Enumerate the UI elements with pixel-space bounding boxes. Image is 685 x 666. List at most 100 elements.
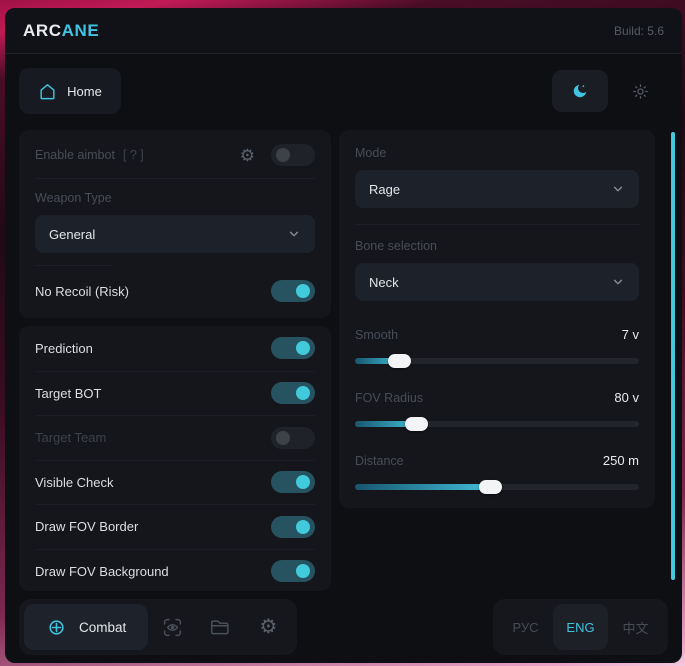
chevron-down-icon xyxy=(611,182,625,196)
toggle-row-draw-fov-border: Draw FOV Border xyxy=(35,504,315,549)
sun-icon xyxy=(632,83,649,100)
toggle-row-visible-check: Visible Check xyxy=(35,459,315,505)
brand-accent: ANE xyxy=(61,20,100,40)
toggle-knob xyxy=(296,475,310,490)
weapon-type-select[interactable]: General xyxy=(35,215,315,253)
help-hint[interactable]: [ ? ] xyxy=(122,148,144,162)
distance-slider-head: Distance 250 m xyxy=(355,453,639,468)
target-team-toggle[interactable] xyxy=(271,426,315,449)
toggle-label: Target BOT xyxy=(35,385,102,401)
theme-switcher xyxy=(552,70,668,112)
gear-icon: ⚙ xyxy=(259,616,278,638)
visible-check-toggle[interactable] xyxy=(271,471,315,494)
slider-knob[interactable] xyxy=(479,480,503,494)
target-bot-toggle[interactable] xyxy=(271,382,315,405)
light-theme-button[interactable] xyxy=(612,70,668,112)
vertical-scrollbar[interactable] xyxy=(671,132,675,580)
enable-aimbot-label-group: Enable aimbot [ ? ] xyxy=(35,146,144,164)
folder-icon xyxy=(210,617,231,638)
divider xyxy=(35,178,315,179)
toggle-label: Draw FOV Border xyxy=(35,519,139,535)
footer-bar: Combat ⚙ РУС ENG 中文 xyxy=(19,599,668,655)
distance-slider-group: Distance 250 m xyxy=(355,453,639,494)
gear-icon[interactable]: ⚙ xyxy=(239,145,255,165)
lang-eng-button[interactable]: ENG xyxy=(553,604,608,650)
no-recoil-toggle[interactable] xyxy=(271,280,315,302)
bone-selection-value: Neck xyxy=(369,274,399,290)
prediction-toggle[interactable] xyxy=(271,337,315,360)
distance-value: 250 m xyxy=(602,453,639,468)
draw-fov-background-toggle[interactable] xyxy=(271,560,315,583)
enable-aimbot-row: Enable aimbot [ ? ] ⚙ xyxy=(35,144,315,166)
brand-primary: ARC xyxy=(23,20,62,40)
mode-select[interactable]: Rage xyxy=(355,170,639,208)
smooth-label: Smooth xyxy=(355,327,399,342)
aimbot-card: Enable aimbot [ ? ] ⚙ Weapon Type General xyxy=(19,130,331,318)
toggle-label: Prediction xyxy=(35,340,93,356)
toggle-knob xyxy=(296,341,310,356)
app-window: ARCANE Build: 5.6 Home xyxy=(5,8,682,663)
fov-radius-value: 80 v xyxy=(614,390,639,405)
enable-aimbot-controls: ⚙ xyxy=(240,144,315,166)
app-logo: ARCANE xyxy=(23,21,99,41)
toggle-row-target-bot: Target BOT xyxy=(35,370,315,416)
enable-aimbot-toggle[interactable] xyxy=(271,144,315,166)
moon-icon xyxy=(571,82,589,100)
crosshair-icon xyxy=(46,617,67,638)
language-switcher: РУС ENG 中文 xyxy=(493,599,668,655)
draw-fov-border-toggle[interactable] xyxy=(271,515,315,538)
divider xyxy=(35,265,113,266)
bone-selection-select[interactable]: Neck xyxy=(355,263,639,301)
weapon-type-value: General xyxy=(49,226,96,242)
toggle-label: Visible Check xyxy=(35,474,114,490)
weapon-type-label: Weapon Type xyxy=(35,191,112,205)
smooth-slider[interactable] xyxy=(355,354,639,368)
smooth-value: 7 v xyxy=(621,327,639,342)
right-column: Mode Rage Bone selection Neck xyxy=(339,130,655,508)
slider-fill xyxy=(355,480,503,494)
nav-row: Home xyxy=(5,54,682,126)
slider-knob[interactable] xyxy=(388,354,412,368)
left-column: Enable aimbot [ ? ] ⚙ Weapon Type General xyxy=(19,130,331,591)
tab-configs[interactable] xyxy=(196,604,244,650)
home-button-label: Home xyxy=(67,83,102,99)
fov-radius-label: FOV Radius xyxy=(355,390,424,405)
toggle-label: Draw FOV Background xyxy=(35,563,169,579)
no-recoil-label: No Recoil (Risk) xyxy=(35,283,129,299)
fov-radius-slider[interactable] xyxy=(355,417,639,431)
dark-theme-button[interactable] xyxy=(552,70,608,112)
toggle-knob xyxy=(296,386,310,401)
chevron-down-icon xyxy=(611,275,625,289)
smooth-slider-group: Smooth 7 v xyxy=(355,327,639,368)
toggle-knob xyxy=(296,284,310,298)
toggle-row-target-team: Target Team xyxy=(35,415,315,460)
toggle-knob xyxy=(276,148,290,162)
fov-radius-slider-group: FOV Radius 80 v xyxy=(355,390,639,431)
title-bar: ARCANE Build: 5.6 xyxy=(5,8,682,54)
tab-combat-label: Combat xyxy=(79,619,127,635)
targeting-card: Mode Rage Bone selection Neck xyxy=(339,130,655,508)
tab-settings[interactable]: ⚙ xyxy=(244,604,292,650)
mode-label: Mode xyxy=(355,146,387,160)
slider-fill xyxy=(355,417,429,431)
distance-slider[interactable] xyxy=(355,480,639,494)
bone-selection-label: Bone selection xyxy=(355,239,438,253)
home-button[interactable]: Home xyxy=(19,68,121,114)
build-version: Build: 5.6 xyxy=(613,23,664,38)
distance-label: Distance xyxy=(355,453,404,468)
fov-radius-slider-head: FOV Radius 80 v xyxy=(355,390,639,405)
tab-combat[interactable]: Combat xyxy=(24,604,149,650)
toggle-knob xyxy=(276,430,290,445)
mode-value: Rage xyxy=(369,181,401,197)
slider-knob[interactable] xyxy=(405,417,429,431)
enable-aimbot-label: Enable aimbot xyxy=(35,148,115,162)
eye-scan-icon xyxy=(162,617,183,638)
smooth-slider-head: Smooth 7 v xyxy=(355,327,639,342)
toggle-label: Target Team xyxy=(35,430,107,446)
toggle-knob xyxy=(296,564,310,579)
lang-zh-button[interactable]: 中文 xyxy=(622,620,649,636)
tab-visuals[interactable] xyxy=(148,604,196,650)
tab-bar: Combat ⚙ xyxy=(19,599,298,655)
lang-rus-button[interactable]: РУС xyxy=(512,619,539,635)
toggle-row-prediction: Prediction xyxy=(35,326,315,371)
